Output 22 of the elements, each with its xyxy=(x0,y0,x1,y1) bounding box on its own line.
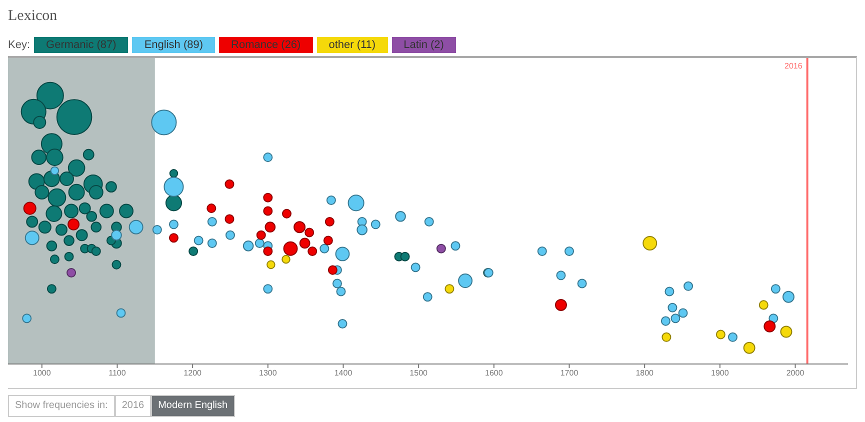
legend-title: Key: xyxy=(8,39,30,51)
x-tick-label: 1400 xyxy=(334,368,353,378)
x-tick-label: 1200 xyxy=(184,368,202,378)
text: Romance (26) xyxy=(219,37,313,53)
ref-line-label: 2016 xyxy=(784,62,803,71)
text: other (11) xyxy=(316,37,388,53)
x-tick-label: 2000 xyxy=(786,368,805,378)
text: Germanic (87) xyxy=(34,37,128,53)
x-tick-label: 1500 xyxy=(410,368,428,378)
x-tick-label: 1800 xyxy=(636,368,654,378)
x-tick-label: 1900 xyxy=(711,368,730,378)
x-tick-label: 1700 xyxy=(560,368,579,378)
x-tick-label: 1300 xyxy=(259,368,278,378)
x-tick-label: 1000 xyxy=(33,368,52,378)
x-tick-label: 1600 xyxy=(485,368,504,378)
x-tick-label: 1100 xyxy=(108,368,126,378)
text: English (89) xyxy=(132,37,216,53)
text: Show frequencies in: xyxy=(8,395,115,417)
chart-title: Lexicon xyxy=(8,8,58,26)
text: 2016 xyxy=(114,395,152,417)
text: Latin (2) xyxy=(392,37,456,53)
text: Modern English xyxy=(151,395,235,417)
